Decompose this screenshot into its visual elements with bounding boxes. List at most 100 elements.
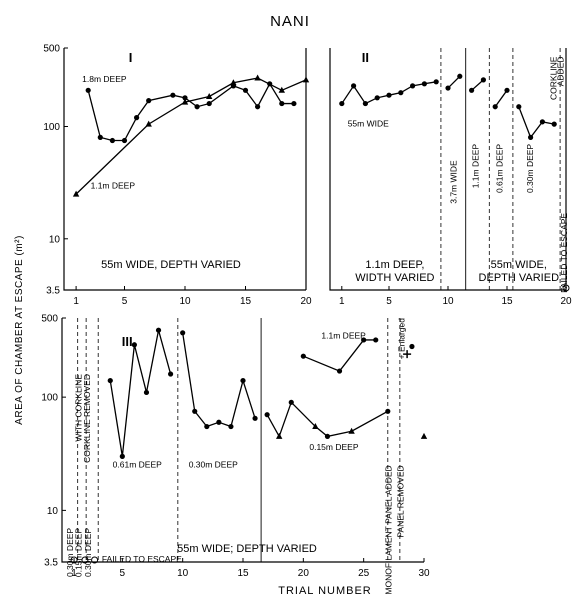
panel-caption: WIDTH VARIED bbox=[355, 272, 434, 284]
series-line bbox=[471, 79, 484, 91]
x-tick-label: 20 bbox=[560, 296, 572, 307]
failed-marker bbox=[562, 284, 570, 292]
data-point bbox=[264, 412, 270, 418]
series-line bbox=[75, 77, 307, 195]
data-point bbox=[361, 337, 367, 343]
annotation-label: 0.30m DEEP bbox=[525, 144, 535, 193]
y-tick-label: 500 bbox=[41, 314, 58, 325]
x-tick-label: 15 bbox=[240, 296, 252, 307]
data-point bbox=[107, 377, 113, 384]
y-tick-label: 100 bbox=[43, 122, 60, 133]
data-point bbox=[97, 134, 103, 140]
annotation-label: + Enlarged bbox=[397, 318, 407, 360]
data-point bbox=[134, 115, 140, 121]
data-point bbox=[180, 330, 186, 336]
data-point bbox=[109, 137, 115, 144]
x-tick-label: 5 bbox=[386, 296, 392, 307]
data-point bbox=[551, 121, 557, 127]
data-point bbox=[374, 95, 380, 101]
series-line bbox=[518, 106, 555, 139]
x-tick-label: 15 bbox=[237, 568, 249, 579]
axis-lines bbox=[61, 318, 424, 563]
data-point bbox=[255, 104, 261, 110]
data-point bbox=[373, 337, 379, 343]
annotation-label: 0.30m DEEP bbox=[83, 528, 93, 577]
data-point bbox=[351, 83, 357, 89]
annotation-label: 3.7m WIDE bbox=[448, 160, 458, 204]
data-point bbox=[276, 432, 283, 439]
data-point bbox=[252, 415, 258, 421]
data-point bbox=[85, 87, 91, 93]
data-point bbox=[143, 389, 150, 396]
data-point bbox=[528, 134, 534, 140]
annotation-label: 1.1m DEEP bbox=[91, 181, 136, 191]
data-point bbox=[131, 342, 137, 348]
series-line bbox=[87, 82, 294, 142]
series-line bbox=[494, 89, 508, 108]
annotation-label: 0.15m DEEP bbox=[73, 528, 83, 577]
annotation-label: 0.30m DEEP bbox=[65, 528, 75, 577]
annotation-label: 0.15m DEEP bbox=[309, 442, 358, 452]
data-point bbox=[279, 100, 285, 107]
data-point bbox=[216, 419, 222, 425]
panel-label: I bbox=[129, 50, 133, 65]
data-point bbox=[182, 95, 188, 101]
data-point bbox=[278, 86, 285, 93]
data-point bbox=[457, 73, 463, 79]
x-tick-label: 10 bbox=[442, 296, 454, 307]
series-line bbox=[266, 401, 389, 438]
series-line bbox=[447, 75, 461, 89]
data-point bbox=[421, 81, 427, 87]
annotation-label: 0.30m DEEP bbox=[189, 459, 238, 469]
data-point bbox=[409, 343, 415, 350]
x-tick-label: 25 bbox=[358, 568, 370, 579]
x-tick-label: 1 bbox=[71, 568, 77, 579]
data-point bbox=[492, 104, 498, 110]
y-tick-label: 100 bbox=[41, 393, 58, 404]
data-point bbox=[504, 87, 510, 93]
data-point bbox=[254, 74, 261, 81]
x-axis-label: TRIAL NUMBER bbox=[278, 585, 372, 596]
y-tick-label: 10 bbox=[47, 506, 59, 517]
data-point bbox=[121, 137, 128, 144]
annotation-label: CORKLINE bbox=[549, 56, 559, 100]
data-point bbox=[240, 377, 246, 384]
data-point bbox=[445, 85, 451, 91]
data-point bbox=[336, 368, 343, 374]
data-point bbox=[403, 350, 412, 359]
data-point bbox=[206, 92, 213, 99]
data-point bbox=[228, 423, 234, 430]
failed-marker bbox=[91, 556, 99, 564]
data-point bbox=[362, 100, 368, 107]
annotation-label: CORKLINE REMOVED bbox=[82, 374, 92, 463]
data-point bbox=[192, 408, 198, 414]
annotation-label: 0.61m DEEP bbox=[113, 459, 162, 469]
y-tick-label: 500 bbox=[43, 44, 60, 55]
panel-caption: DEPTH VARIED bbox=[479, 272, 560, 284]
panel-caption: 55m WIDE, DEPTH VARIED bbox=[101, 259, 241, 271]
y-tick-label: 10 bbox=[49, 234, 61, 245]
data-point bbox=[433, 79, 439, 85]
x-tick-label: 1 bbox=[73, 296, 79, 307]
annotation-label: FAILED TO ESCAPE bbox=[559, 213, 569, 293]
annotation-label: MONOFILAMENT PANEL ADDED bbox=[383, 465, 393, 594]
data-point bbox=[398, 90, 404, 96]
data-point bbox=[155, 327, 162, 333]
annotation-label: 0.61m DEEP bbox=[494, 144, 504, 193]
data-point bbox=[194, 104, 200, 110]
data-point bbox=[312, 423, 319, 430]
x-tick-label: 30 bbox=[418, 568, 430, 579]
data-point bbox=[145, 120, 152, 127]
x-tick-label: 10 bbox=[177, 568, 189, 579]
data-point bbox=[300, 353, 306, 359]
panel-caption: 1.1m DEEP, bbox=[365, 259, 424, 271]
panel-label: II bbox=[362, 50, 369, 65]
annotation-label: PANEL REMOVED bbox=[395, 465, 405, 537]
data-point bbox=[469, 87, 475, 93]
data-point bbox=[230, 79, 237, 86]
data-point bbox=[302, 76, 310, 83]
annotation-label: 55m WIDE bbox=[348, 118, 389, 128]
data-point bbox=[181, 98, 189, 105]
